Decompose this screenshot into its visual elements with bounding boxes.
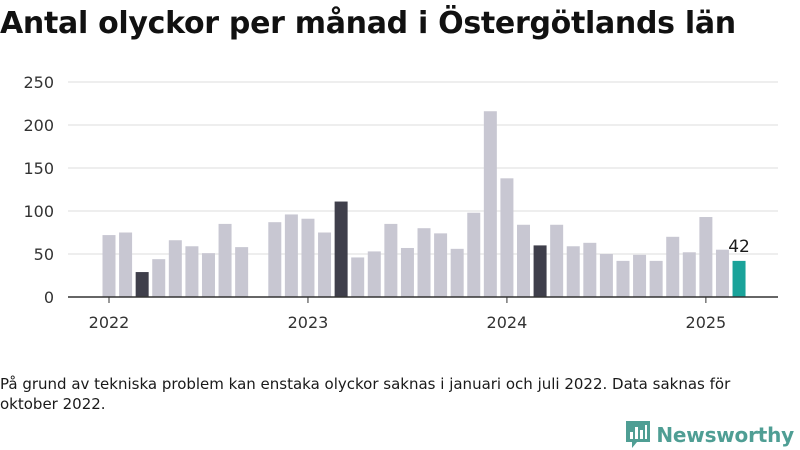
x-tick-label: 2022 (89, 313, 130, 332)
bar (318, 232, 332, 297)
bar (102, 235, 116, 297)
bar (367, 251, 381, 297)
bar (517, 224, 530, 297)
bar (168, 240, 182, 297)
footnote: På grund av tekniska problem kan enstaka… (0, 375, 731, 413)
bar (599, 254, 613, 297)
bar (450, 248, 464, 297)
bar (533, 245, 547, 297)
bar (218, 223, 232, 297)
y-tick-label: 100 (23, 202, 54, 221)
y-tick-label: 200 (23, 116, 54, 135)
bar (500, 178, 514, 297)
bar (633, 254, 647, 297)
x-tick-label: 2024 (487, 313, 528, 332)
bar (351, 257, 365, 297)
brand-logo: Newsworthy (626, 420, 794, 450)
bar (119, 232, 133, 297)
bar (400, 247, 414, 297)
bar (201, 253, 215, 297)
x-tick-label: 2023 (288, 313, 329, 332)
brand-name: Newsworthy (656, 423, 794, 447)
bar (467, 212, 481, 297)
bar (334, 201, 348, 297)
bar (135, 272, 149, 297)
bar (682, 252, 696, 297)
bar (732, 260, 746, 297)
chart-title: Antal olyckor per månad i Östergötlands … (0, 6, 736, 41)
bar-chart: 0 50 100 150 200 250 2022 2023 2024 2025 42 (23, 73, 778, 332)
bar (417, 228, 431, 297)
bar (268, 222, 282, 297)
bar (301, 218, 315, 297)
bar (583, 242, 597, 297)
bar (235, 247, 249, 297)
bar (649, 260, 663, 297)
y-tick-label: 0 (44, 288, 54, 307)
bar (715, 249, 729, 297)
y-tick-label: 150 (23, 159, 54, 178)
x-tick-label: 2025 (686, 313, 727, 332)
bar-chart-logo-icon (626, 421, 651, 448)
bar (566, 246, 580, 297)
bar (550, 224, 564, 297)
y-tick-label: 50 (34, 245, 54, 264)
bar (284, 214, 298, 297)
bar (384, 223, 398, 297)
bar (152, 259, 166, 297)
data-label: 42 (728, 237, 750, 257)
y-tick-label: 250 (23, 73, 54, 92)
bar (185, 246, 199, 297)
bar (434, 233, 448, 297)
bar (699, 217, 713, 297)
bar (616, 260, 630, 297)
bar (666, 236, 680, 297)
bar (483, 111, 497, 297)
